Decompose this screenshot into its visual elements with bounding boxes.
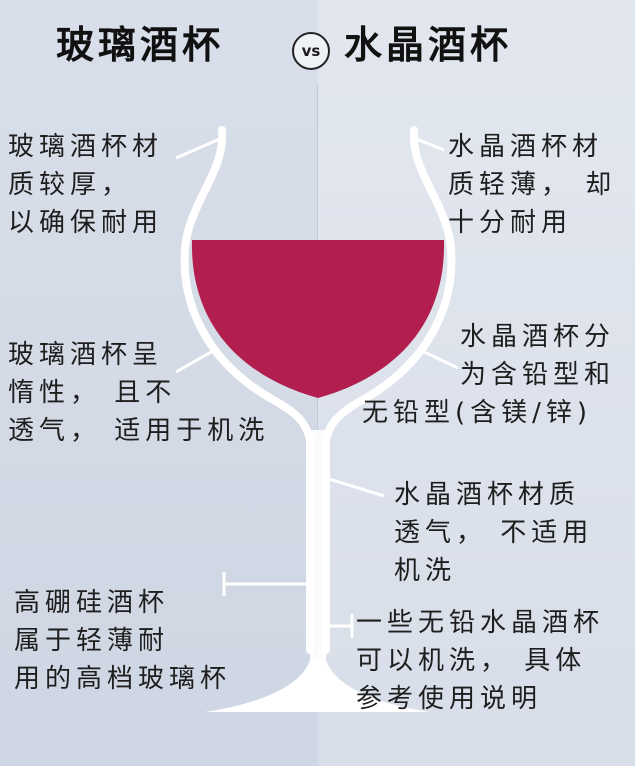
note-line: 质轻薄， 却 — [448, 170, 617, 200]
glass-cup-title: 玻璃酒杯 — [56, 23, 225, 67]
leader-left-mid — [175, 346, 219, 374]
note-line: 用的高档玻璃杯 — [14, 664, 232, 694]
note-line: 机洗 — [394, 556, 457, 586]
leader-left-bottom — [222, 572, 310, 596]
note-line: 玻璃酒杯材 — [8, 132, 164, 162]
wine-fill — [191, 240, 445, 398]
note-line: 无铅型(含镁/锌) — [362, 398, 593, 428]
leader-right-mid — [419, 348, 459, 370]
note-line: 质较厚， — [8, 170, 133, 200]
note-crystal-breathable: 水晶酒杯材质 透气， 不适用 机洗 — [394, 476, 593, 590]
note-crystal-thickness: 水晶酒杯材 质轻薄， 却 十分耐用 — [448, 128, 616, 242]
background-left-panel — [0, 0, 318, 766]
note-line: 水晶酒杯材 — [448, 132, 604, 162]
note-line: 透气， 适用于机洗 — [8, 416, 270, 446]
note-line: 可以机洗， 具体 — [356, 646, 587, 676]
glass-bowl-outline — [180, 126, 456, 654]
glass-base — [205, 660, 430, 712]
note-glass-thickness: 玻璃酒杯材 质较厚， 以确保耐用 — [8, 128, 163, 242]
note-line: 透气， 不适用 — [394, 518, 594, 548]
leader-lines — [175, 136, 459, 638]
note-lead-free-washable: 一些无铅水晶酒杯 可以机洗， 具体 参考使用说明 — [356, 604, 604, 718]
note-line: 参考使用说明 — [356, 684, 543, 714]
note-borosilicate: 高硼硅酒杯 属于轻薄耐 用的高档玻璃杯 — [14, 584, 231, 698]
crystal-cup-title: 水晶酒杯 — [344, 23, 513, 67]
note-line: 以确保耐用 — [8, 208, 164, 238]
note-line: 高硼硅酒杯 — [14, 588, 170, 618]
background-right-panel — [318, 0, 635, 766]
note-line: 十分耐用 — [448, 208, 573, 238]
note-line: 水晶酒杯材质 — [394, 480, 581, 510]
note-line: 水晶酒杯分 — [460, 322, 616, 352]
leader-right-lower — [325, 476, 385, 498]
leader-right-bottom — [326, 614, 354, 638]
leader-left-top — [175, 136, 223, 160]
note-line: 为含铅型和 — [460, 360, 616, 390]
vs-badge: vs — [292, 32, 330, 70]
note-line: 属于轻薄耐 — [14, 626, 170, 656]
glass-stem — [310, 430, 326, 665]
note-line: 一些无铅水晶酒杯 — [356, 608, 605, 638]
note-glass-inert: 玻璃酒杯呈 惰性， 且不 透气， 适用于机洗 — [8, 336, 269, 450]
note-line: 惰性， 且不 — [8, 378, 177, 408]
note-line: 玻璃酒杯呈 — [8, 340, 164, 370]
note-crystal-types: 水晶酒杯分 为含铅型和 无铅型(含镁/锌) — [362, 318, 615, 432]
leader-right-top — [413, 136, 445, 152]
